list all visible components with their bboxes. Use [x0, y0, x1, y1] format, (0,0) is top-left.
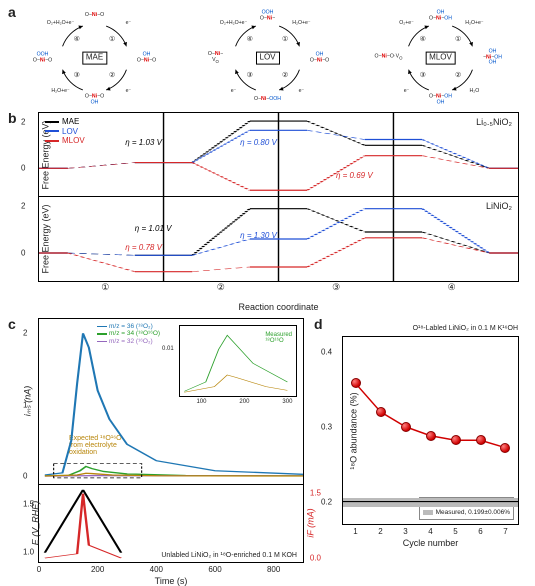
panel-b: b Free Energy (eV) MAELOVMLOV 02Li₀.₅NiO…: [8, 112, 527, 312]
panel-cd-row: c iₘₛ (nA) 1002003000.01Measured¹⁸O¹⁶O m…: [8, 318, 527, 563]
free-energy-chart-2: Free Energy (eV) 02LiNiO₂η = 1.01 Vη = 1…: [38, 197, 519, 282]
b-material: LiNiO₂: [486, 201, 512, 211]
step-number: ②: [455, 72, 461, 80]
mech-node: OOHO−Ni−O: [33, 52, 52, 63]
mechanism-mae: MAE O−Ni−OOHO−Ni−OO−Ni−OOHOOHO−Ni−O①e⁻②e…: [8, 8, 181, 108]
d-xtick: 4: [428, 527, 432, 536]
d-xtick: 2: [378, 527, 382, 536]
step-number: ①: [109, 36, 115, 44]
d-ytick: 0.3: [321, 422, 332, 431]
d-ytick: 0.4: [321, 347, 332, 356]
b-ytick: 0: [21, 249, 25, 258]
d-point: [451, 435, 461, 445]
b-xaxis: Reaction coordinate ① ② ③ ④: [38, 282, 519, 312]
step-number: ③: [420, 72, 426, 80]
d-title: O¹⁸-Labled LiNiO₂ in 0.1 M K¹⁶OH: [343, 325, 518, 332]
c-bl-ytick: 1.5: [23, 499, 34, 508]
b-xtick: ①: [101, 282, 109, 293]
step-annot: H₂O: [470, 89, 480, 95]
eta-label: η = 1.01 V: [135, 224, 172, 233]
step-annot: e⁻: [126, 89, 132, 95]
panel-b-label: b: [8, 110, 17, 126]
mech-node: O−Ni−VO: [208, 52, 223, 65]
d-point: [476, 435, 486, 445]
step-number: ④: [420, 36, 426, 44]
step-annot: O₂+H₂O+e⁻: [47, 21, 75, 27]
d-xtick: 6: [478, 527, 482, 536]
d-xtick: 5: [453, 527, 457, 536]
free-energy-chart-1: Free Energy (eV) MAELOVMLOV 02Li₀.₅NiO₂η…: [38, 112, 519, 197]
c-bottom-chart: E (V_RHE) iF (mA) Unlabled LiNiO₂ in ¹⁸O…: [38, 485, 304, 563]
d-xtick: 7: [503, 527, 507, 536]
panel-d-label: d: [314, 316, 323, 332]
eta-label: η = 0.80 V: [240, 138, 277, 147]
step-annot: O₂+H₂O+e⁻: [220, 21, 248, 27]
panel-c-label: c: [8, 316, 16, 332]
eta-label: η = 1.30 V: [240, 231, 277, 240]
b-ytick: 2: [21, 202, 25, 211]
step-annot: H₂O+e⁻: [292, 21, 310, 27]
d-point: [426, 431, 436, 441]
c-ytick: 1: [23, 400, 27, 409]
eta-label: η = 1.03 V: [125, 138, 162, 147]
mech-node: OHO−Ni−OH: [429, 10, 452, 21]
step-annot: O₂+e⁻: [399, 21, 414, 27]
step-number: ①: [455, 36, 461, 44]
step-annot: e⁻: [126, 21, 132, 27]
step-annot: H₂O+e⁻: [465, 21, 483, 27]
mech-node: O−Ni−O·VO: [375, 55, 403, 62]
eta-label: η = 0.69 V: [336, 171, 373, 180]
d-point: [376, 407, 386, 417]
mech-node: OHO−Ni−O: [310, 52, 329, 63]
d-xtick: 1: [353, 527, 357, 536]
c-xtick: 800: [267, 565, 280, 574]
step-number: ④: [74, 36, 80, 44]
c-xtick: 0: [37, 565, 41, 574]
mech-node: OH−Ni−OHOH: [483, 49, 502, 66]
mechanism-mlov: MLOV OHO−Ni−OHOH−Ni−OHOHO−Ni−OHOHO−Ni−O·…: [354, 8, 527, 108]
step-annot: e⁻: [299, 89, 305, 95]
b-ytick: 0: [21, 164, 25, 173]
c-ytick: 0: [23, 472, 27, 481]
b-xtick: ②: [217, 282, 225, 293]
b-ytick: 2: [21, 118, 25, 127]
mech-node: O−Ni−OOH: [85, 94, 104, 105]
c-ytick: 2: [23, 329, 27, 338]
d-ytick: 0.2: [321, 497, 332, 506]
panel-a: a MAE O−Ni−OOHO−Ni−OO−Ni−OOHOOHO−Ni−O①e⁻…: [8, 8, 527, 108]
panel-d: d O¹⁸-Labled LiNiO₂ in 0.1 M K¹⁶OH ¹⁸O a…: [308, 318, 527, 563]
d-point: [351, 378, 361, 388]
c-xtick: 600: [208, 565, 221, 574]
d-point: [500, 443, 510, 453]
eta-label: η = 0.78 V: [125, 243, 162, 252]
c-xtick: 200: [91, 565, 104, 574]
b-material: Li₀.₅NiO₂: [476, 117, 512, 127]
panel-c: c iₘₛ (nA) 1002003000.01Measured¹⁸O¹⁶O m…: [8, 318, 308, 563]
d-chart: O¹⁸-Labled LiNiO₂ in 0.1 M K¹⁶OH ¹⁸O abu…: [342, 336, 519, 525]
mechanism-lov: LOV OOHO−Ni−OHO−Ni−OO−Ni−OOHO−Ni−VO①H₂O+…: [181, 8, 354, 108]
d-xlabel: Cycle number: [403, 538, 459, 548]
mech-node: O−Ni−O: [85, 13, 104, 19]
step-annot: e⁻: [404, 89, 410, 95]
d-xtick: 3: [403, 527, 407, 536]
mech-node: O−Ni−OOH: [254, 97, 281, 103]
step-number: ②: [109, 72, 115, 80]
step-annot: H₂O+e⁻: [51, 89, 69, 95]
step-number: ④: [247, 36, 253, 44]
b-xtick: ④: [448, 282, 456, 293]
c-bl-ytick: 1.0: [23, 548, 34, 557]
mech-node: OOHO−Ni−: [260, 10, 275, 21]
step-annot: e⁻: [231, 89, 237, 95]
mech-node: O−Ni−OHOH: [429, 94, 452, 105]
c-top-chart: iₘₛ (nA) 1002003000.01Measured¹⁸O¹⁶O m/z…: [38, 318, 304, 485]
step-number: ③: [247, 72, 253, 80]
c-xtick: 400: [150, 565, 163, 574]
b-xtick: ③: [332, 282, 340, 293]
step-number: ②: [282, 72, 288, 80]
mech-node: OHO−Ni−O: [137, 52, 156, 63]
d-point: [401, 422, 411, 432]
b-xlabel: Reaction coordinate: [238, 302, 318, 312]
step-number: ③: [74, 72, 80, 80]
step-number: ①: [282, 36, 288, 44]
